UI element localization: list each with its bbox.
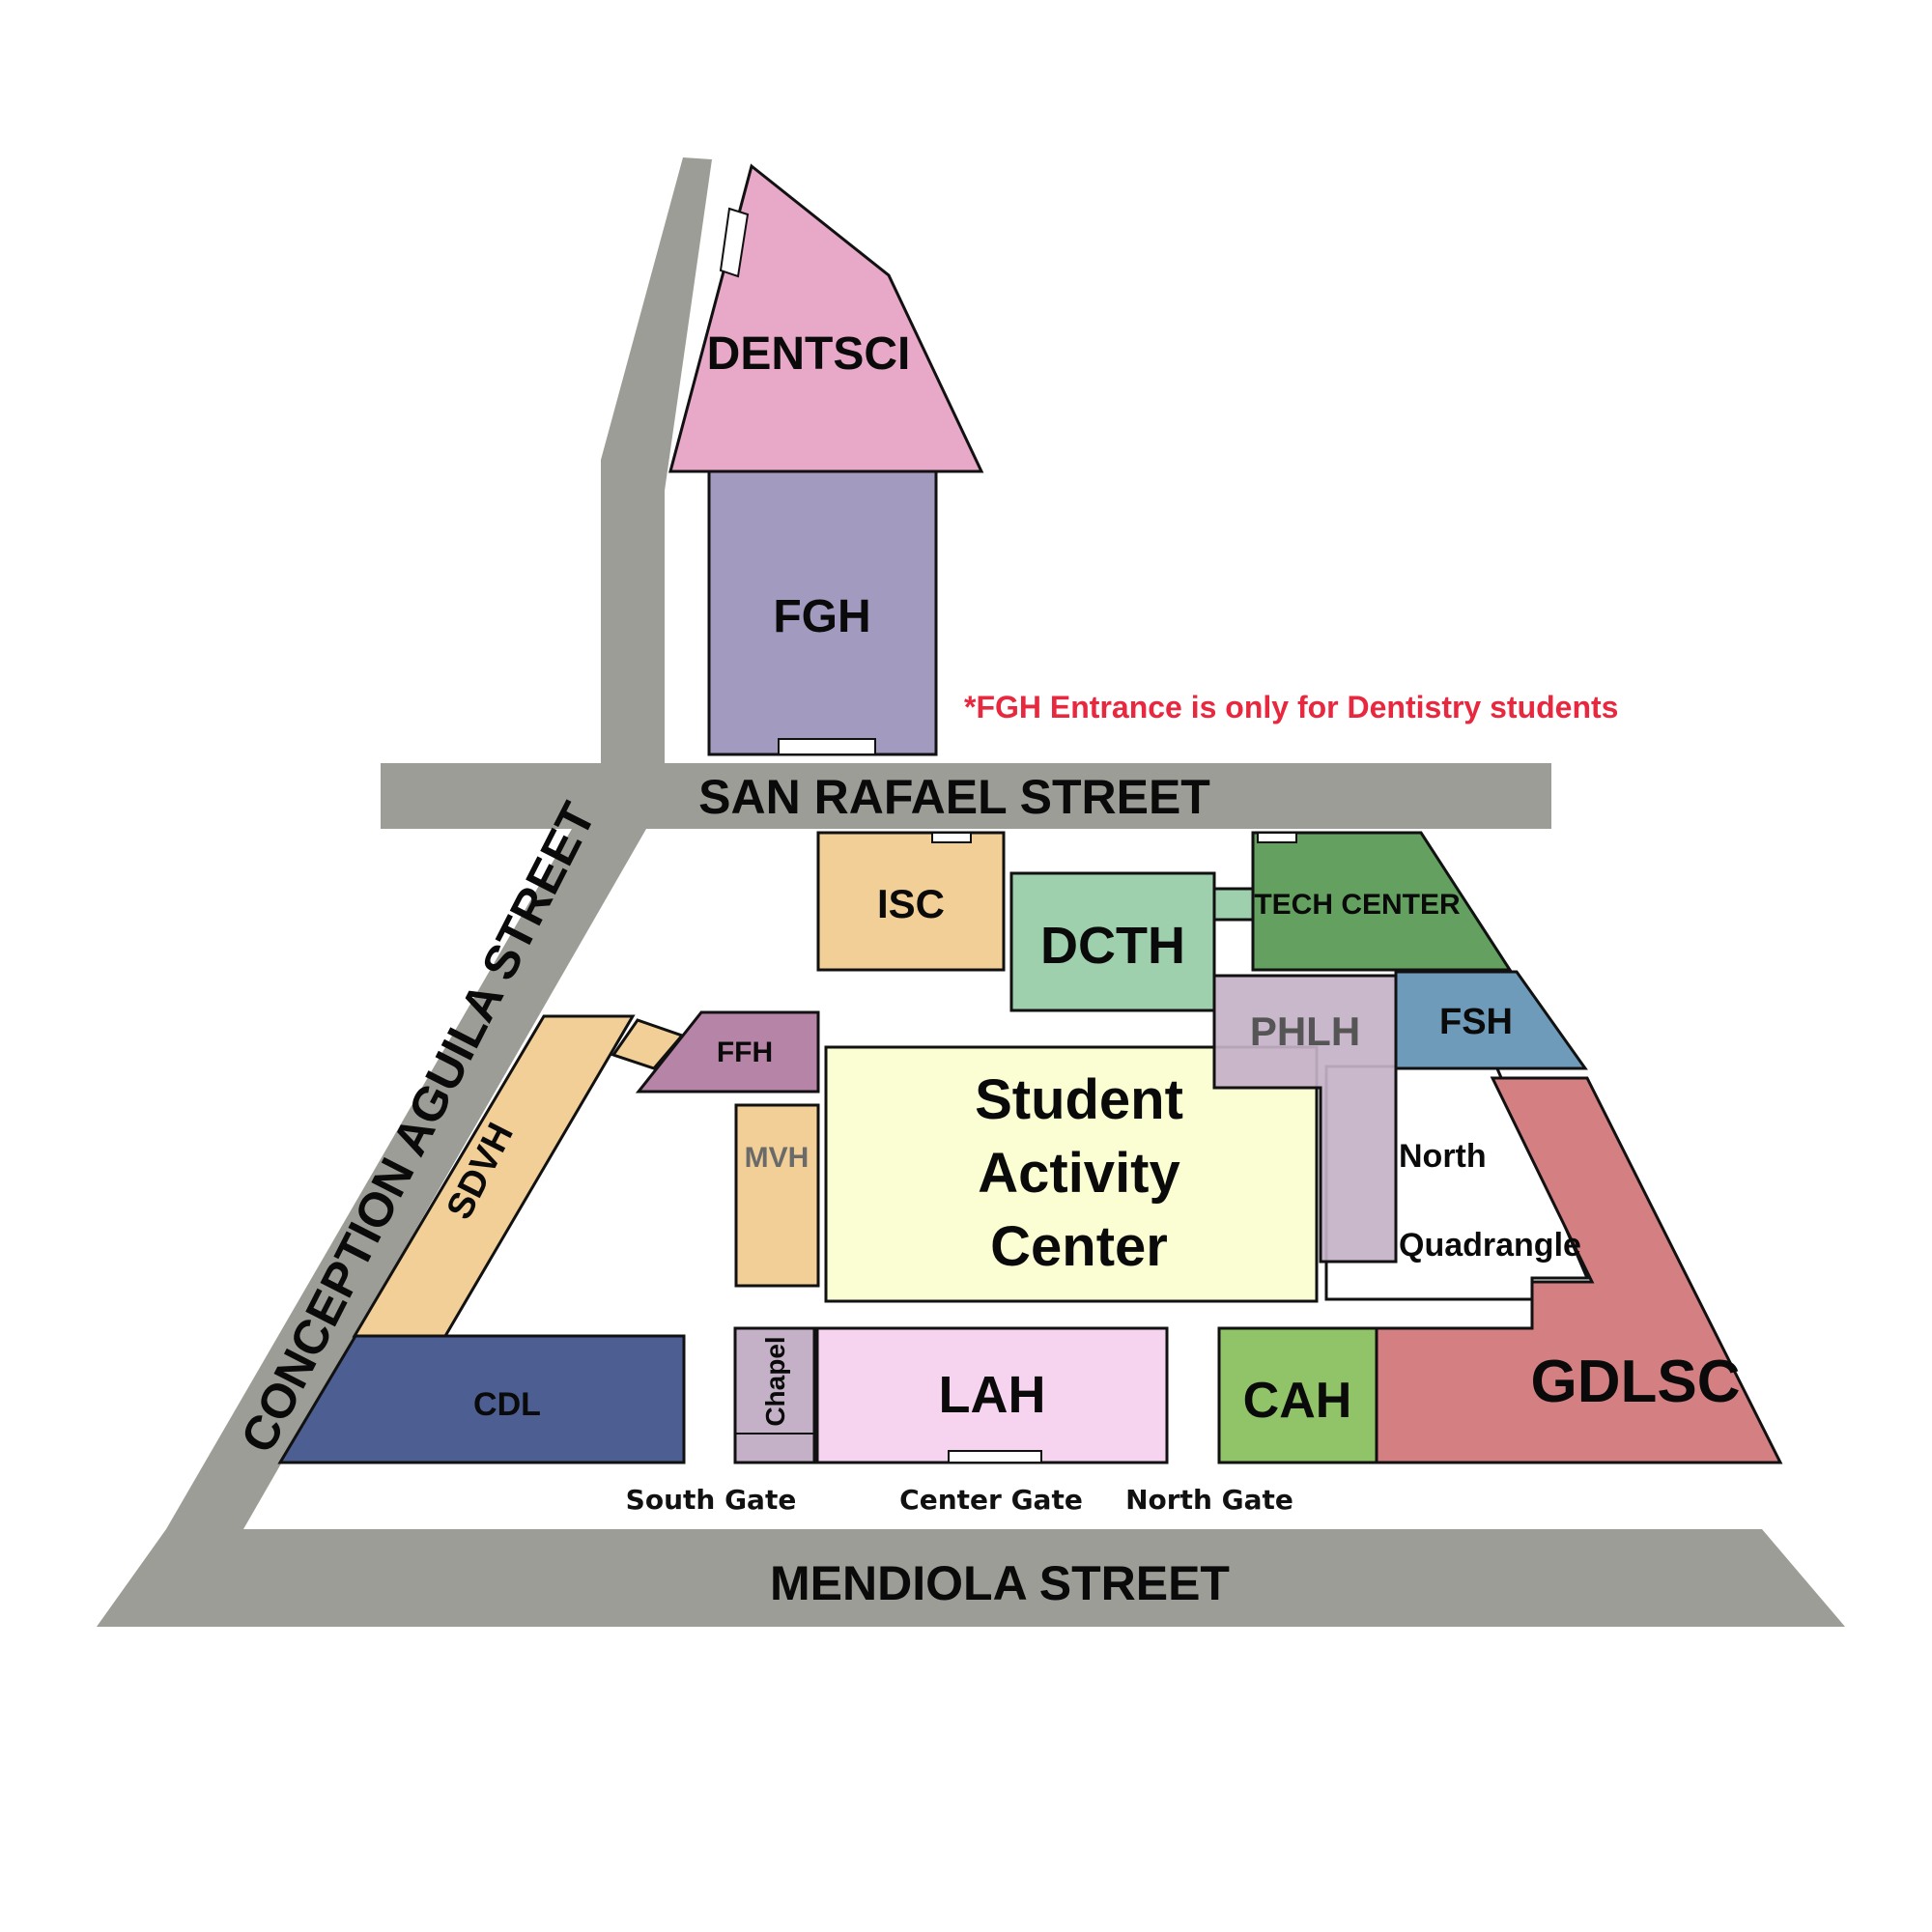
student-activity-center[interactable] bbox=[824, 1045, 1319, 1303]
buildings bbox=[277, 163, 1783, 1464]
cah-label: CAH bbox=[1243, 1373, 1352, 1429]
san-rafael-street bbox=[381, 763, 1551, 829]
dcth-building[interactable] bbox=[1009, 871, 1216, 1012]
cdl-building[interactable] bbox=[277, 1334, 686, 1464]
center-gate-label: Center Gate bbox=[899, 1484, 1083, 1516]
sac-label-line3: Center bbox=[990, 1215, 1168, 1278]
roads bbox=[97, 157, 1845, 1627]
isc-entrance bbox=[931, 832, 972, 843]
fsh-building[interactable] bbox=[1394, 970, 1588, 1070]
dentsci-entrance bbox=[719, 207, 750, 278]
dcth-dctc-connector bbox=[1212, 887, 1255, 922]
dcth-label: DCTH bbox=[1040, 917, 1185, 975]
phlh-label: PHLH bbox=[1250, 1009, 1360, 1054]
mvh-building[interactable] bbox=[734, 1103, 820, 1288]
lah-label: LAH bbox=[939, 1366, 1046, 1424]
north-quadrangle-label-line1: North bbox=[1399, 1138, 1487, 1175]
cah-building[interactable] bbox=[1217, 1326, 1378, 1464]
dentsci-label: DENTSCI bbox=[707, 328, 911, 380]
ffh-label: FFH bbox=[717, 1037, 773, 1068]
ffh-building[interactable] bbox=[635, 1010, 820, 1094]
fgh-entrance bbox=[778, 738, 876, 755]
south-gate-label: South Gate bbox=[626, 1484, 797, 1516]
conception-aguila-street bbox=[166, 829, 646, 1529]
fgh-building[interactable] bbox=[707, 469, 938, 756]
sac-label-line1: Student bbox=[975, 1068, 1183, 1131]
dentsci-building[interactable] bbox=[668, 163, 984, 473]
tech-center-entrance bbox=[1257, 832, 1297, 843]
tech-center-building[interactable] bbox=[1251, 831, 1513, 972]
ffh-sdvh-bridge bbox=[611, 1018, 685, 1070]
student-activity-center-label: Student Activity Center bbox=[975, 1068, 1183, 1278]
mendiola-street bbox=[97, 1529, 1845, 1627]
chapel-building[interactable] bbox=[733, 1326, 816, 1464]
sac-label-line2: Activity bbox=[978, 1142, 1180, 1205]
gdlsc-label: GDLSC bbox=[1531, 1349, 1741, 1415]
isc-building[interactable] bbox=[816, 831, 1006, 972]
north-quadrangle-label: North Quadrangle bbox=[1399, 1138, 1581, 1264]
mendiola-street-label: MENDIOLA STREET bbox=[770, 1556, 1230, 1610]
tech-center-label: TECH CENTER bbox=[1254, 889, 1461, 921]
chapel-label: Chapel bbox=[760, 1336, 790, 1426]
cdl-label: CDL bbox=[473, 1386, 541, 1423]
north-gate-label: North Gate bbox=[1125, 1484, 1293, 1516]
lah-building[interactable] bbox=[815, 1326, 1169, 1464]
mvh-label: MVH bbox=[745, 1142, 810, 1174]
san-rafael-street-label: SAN RAFAEL STREET bbox=[698, 770, 1210, 824]
north-access-road bbox=[601, 157, 712, 763]
north-quadrangle-label-line2: Quadrangle bbox=[1399, 1227, 1581, 1264]
fgh-entrance-note: *FGH Entrance is only for Dentistry stud… bbox=[964, 690, 1618, 724]
lah-entrance bbox=[948, 1450, 1042, 1463]
isc-label: ISC bbox=[877, 881, 945, 926]
fgh-label: FGH bbox=[773, 591, 870, 642]
fsh-label: FSH bbox=[1439, 1002, 1513, 1042]
